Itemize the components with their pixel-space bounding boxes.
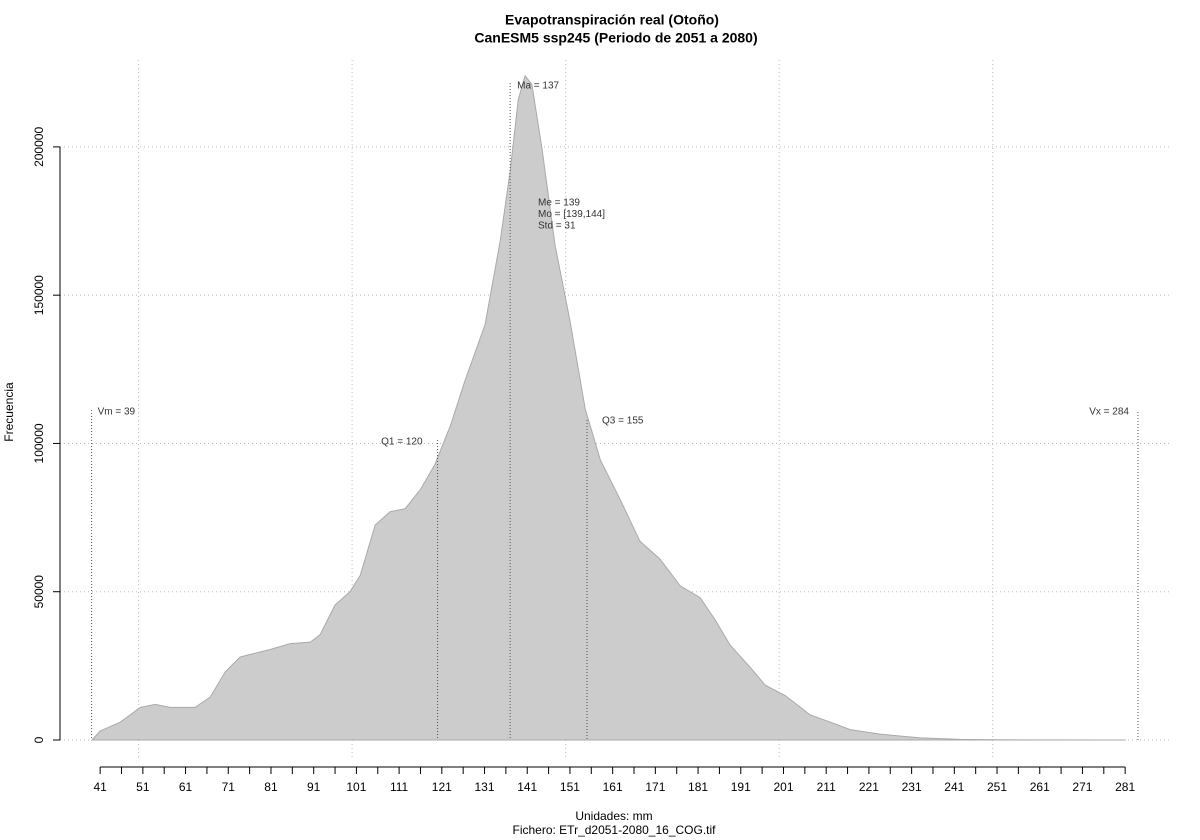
x-tick-label: 261 [1030, 780, 1050, 794]
x-tick-label: 211 [817, 780, 836, 794]
x-tick-label: 231 [902, 780, 922, 794]
marker-label: Q3 = 155 [602, 416, 644, 427]
marker-label: Vm = 39 [98, 407, 136, 418]
x-tick-label: 271 [1072, 780, 1092, 794]
y-tick-label: 150000 [32, 275, 46, 315]
x-tick-label: 141 [517, 780, 537, 794]
marker-label: Ma = 137 [517, 81, 559, 92]
x-tick-label: 161 [603, 780, 623, 794]
chart-subtitle: CanESM5 ssp245 (Periodo de 2051 a 2080) [474, 30, 757, 46]
x-tick-label: 181 [688, 780, 708, 794]
x-tick-label: 81 [264, 780, 278, 794]
stat-label: Me = 139 [538, 198, 580, 209]
x-tick-label: 171 [645, 780, 665, 794]
stat-label: Std = 31 [538, 221, 576, 232]
x-tick-label: 191 [731, 780, 751, 794]
y-tick-label: 50000 [32, 575, 46, 609]
density-area [91, 74, 1126, 742]
marker-label: Vx = 284 [1089, 407, 1129, 418]
x-tick-label: 121 [432, 780, 452, 794]
y-tick-label: 100000 [32, 423, 46, 463]
x-tick-label: 151 [560, 780, 580, 794]
x-tick-label: 61 [179, 780, 193, 794]
stat-label: Mo = [139,144] [538, 209, 605, 220]
marker-label: Q1 = 120 [381, 437, 423, 448]
x-tick-label: 101 [346, 780, 366, 794]
x-tick-label: 241 [944, 780, 964, 794]
x-tick-label: 221 [859, 780, 879, 794]
x-tick-label: 251 [987, 780, 1007, 794]
x-tick-label: 111 [390, 780, 409, 794]
x-tick-label: 281 [1115, 780, 1135, 794]
x-tick-label: 71 [222, 780, 236, 794]
x-tick-label: 41 [93, 780, 107, 794]
chart-title: Evapotranspiración real (Otoño) [505, 12, 719, 28]
x-tick-label: 201 [773, 780, 793, 794]
y-tick-label: 200000 [32, 127, 46, 167]
x-tick-label: 91 [307, 780, 321, 794]
x-tick-label: 131 [475, 780, 495, 794]
footer: Fichero: ETr_d2051-2080_16_COG.tif [513, 823, 717, 837]
x-axis-label: Unidades: mm [575, 809, 652, 823]
x-tick-label: 51 [136, 780, 150, 794]
y-tick-label: 0 [32, 736, 46, 743]
y-axis-label: Frecuencia [2, 382, 16, 442]
